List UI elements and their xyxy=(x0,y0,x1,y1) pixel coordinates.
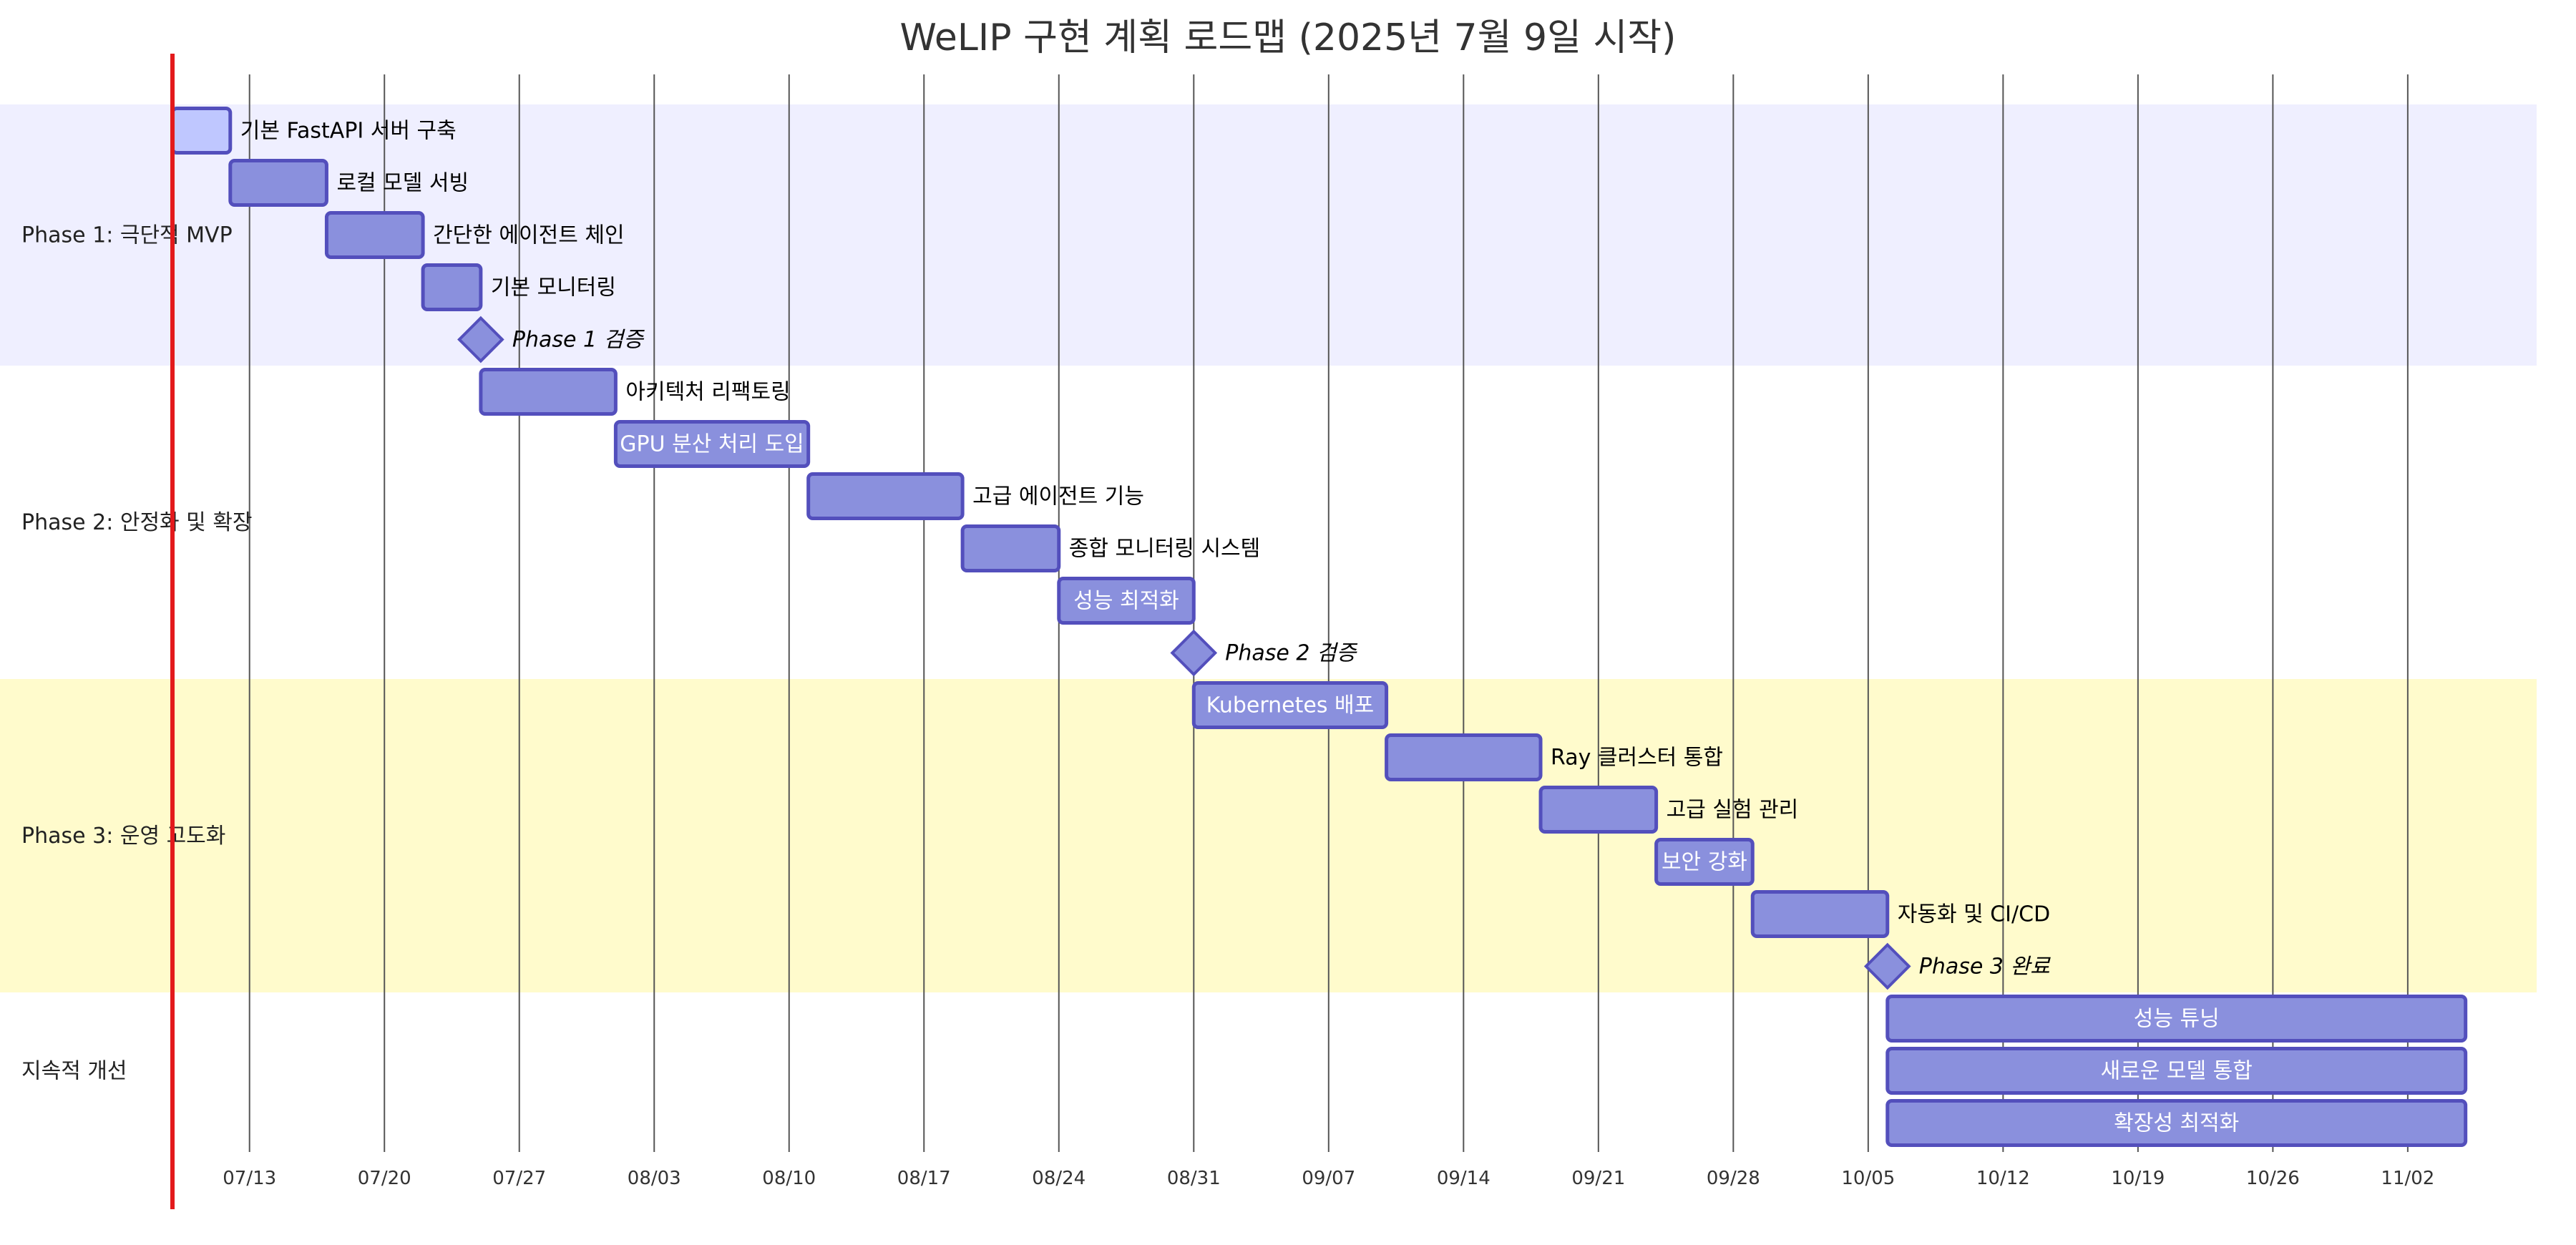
task-bar xyxy=(1385,733,1543,781)
milestone-label: Phase 1 검증 xyxy=(512,328,645,353)
task-label: 새로운 모델 통합 xyxy=(2101,1059,2253,1084)
task-bar xyxy=(960,524,1061,572)
section-label-1: Phase 1: 극단적 MVP xyxy=(21,223,233,248)
task-bar xyxy=(324,211,425,259)
section-backgrounds xyxy=(0,104,2537,1149)
x-tick-label: 09/21 xyxy=(1571,1168,1625,1189)
section-label-4: 지속적 개선 xyxy=(21,1059,127,1084)
task-label: 고급 에이전트 기능 xyxy=(972,484,1144,509)
x-tick-label: 10/19 xyxy=(2111,1168,2165,1189)
task-bar xyxy=(1191,681,1389,729)
x-tick-label: 08/24 xyxy=(1032,1168,1085,1189)
milestone-label: Phase 3 완료 xyxy=(1919,954,2051,980)
x-axis-ticks: 07/13 07/20 07/27 08/03 08/10 08/17 08/24 08/31… xyxy=(223,1168,2434,1189)
section-label-2: Phase 2: 안정화 및 확장 xyxy=(21,510,253,535)
task-bar xyxy=(1057,577,1196,625)
task-label: 로컬 모델 서빙 xyxy=(336,171,469,196)
task-bar xyxy=(228,159,328,207)
task-bar xyxy=(421,263,483,311)
task-label: Ray 클러스터 통합 xyxy=(1551,746,1723,771)
task-label: 성능 튜닝 xyxy=(2134,1007,2220,1032)
task-bar xyxy=(1538,786,1659,834)
x-tick-label: 10/05 xyxy=(1841,1168,1895,1189)
x-tick-label: 08/10 xyxy=(762,1168,816,1189)
task-bar xyxy=(806,472,965,520)
task-label: 기본 FastAPI 서버 구축 xyxy=(240,119,457,144)
x-tick-label: 10/12 xyxy=(1976,1168,2030,1189)
x-tick-label: 10/26 xyxy=(2246,1168,2300,1189)
chart-title: WeLIP 구현 계획 로드맵 (2025년 7월 9일 시작) xyxy=(900,16,1677,59)
task-label: Kubernetes 배포 xyxy=(1206,693,1375,718)
task-bar xyxy=(1750,890,1890,938)
task-bar xyxy=(1885,995,2468,1043)
task-label: 고급 실험 관리 xyxy=(1667,798,1799,823)
section-background-3 xyxy=(0,679,2537,992)
task-bar xyxy=(1885,1047,2468,1095)
section-background-2 xyxy=(0,366,2537,679)
task-bar xyxy=(170,107,233,155)
task-label: 확장성 최적화 xyxy=(2114,1111,2239,1136)
section-labels: Phase 1: 극단적 MVP Phase 2: 안정화 및 확장 Phase 3… xyxy=(21,223,253,1084)
x-tick-label: 07/27 xyxy=(492,1168,546,1189)
x-tick-label: 09/07 xyxy=(1302,1168,1355,1189)
x-tick-label: 09/28 xyxy=(1707,1168,1760,1189)
task-label: 보안 강화 xyxy=(1662,850,1747,875)
task-bar xyxy=(1654,838,1755,886)
task-label: GPU 분산 처리 도입 xyxy=(620,432,804,457)
x-tick-label: 07/20 xyxy=(358,1168,411,1189)
task-label: 자동화 및 CI/CD xyxy=(1898,902,2050,927)
task-bar xyxy=(479,368,618,416)
task-bar xyxy=(613,420,811,468)
x-tick-label: 11/02 xyxy=(2381,1168,2434,1189)
milestone-marker xyxy=(457,316,504,363)
task-label: 아키텍처 리팩토링 xyxy=(625,380,790,405)
task-label: 성능 최적화 xyxy=(1073,589,1179,614)
x-tick-label: 07/13 xyxy=(223,1168,276,1189)
task-label: 종합 모니터링 시스템 xyxy=(1069,537,1260,562)
x-tick-label: 08/03 xyxy=(628,1168,681,1189)
milestone-marker xyxy=(1863,942,1911,990)
section-label-3: Phase 3: 운영 고도화 xyxy=(21,824,225,849)
task-label: 기본 모니터링 xyxy=(491,275,616,301)
milestone-marker xyxy=(1170,629,1218,677)
milestone-label: Phase 2 검증 xyxy=(1225,641,1357,666)
task-bar xyxy=(1885,1099,2468,1147)
x-tick-label: 08/17 xyxy=(897,1168,951,1189)
x-tick-label: 09/14 xyxy=(1437,1168,1491,1189)
task-label: 간단한 에이전트 체인 xyxy=(433,223,624,248)
x-tick-label: 08/31 xyxy=(1167,1168,1221,1189)
